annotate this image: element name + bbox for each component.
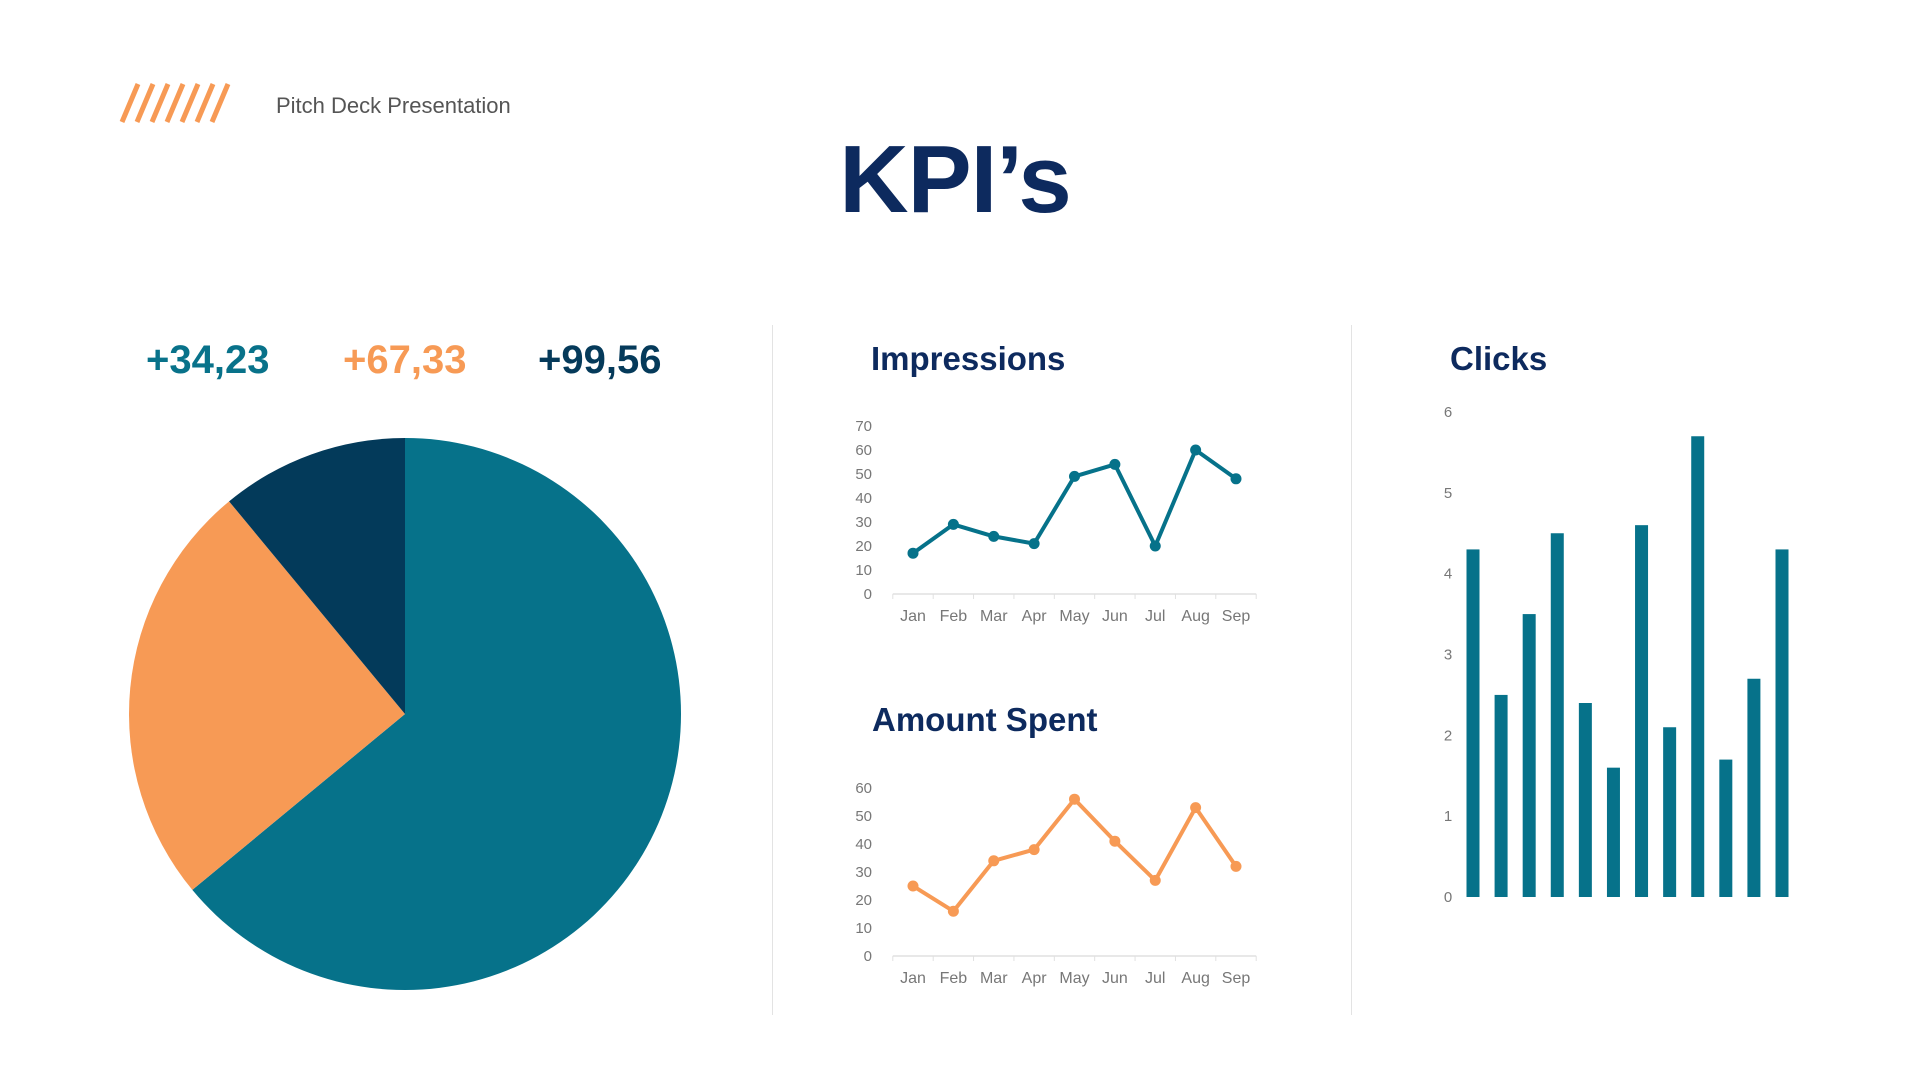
divider — [772, 325, 773, 1015]
x-tick-label: Aug — [1181, 608, 1209, 625]
x-tick-label: Jul — [1145, 608, 1165, 625]
impressions-title: Impressions — [871, 340, 1066, 377]
bar — [1466, 549, 1480, 897]
x-tick-label: Apr — [1022, 970, 1048, 987]
x-tick-label: Sep — [1222, 608, 1251, 625]
bar — [1663, 727, 1677, 897]
y-tick-label: 10 — [855, 920, 872, 937]
x-tick-label: Jun — [1102, 608, 1128, 625]
x-tick-label: Jun — [1102, 970, 1128, 987]
pie-slice-3 — [229, 438, 405, 714]
bar — [1635, 525, 1649, 897]
data-point — [1028, 538, 1040, 550]
data-point — [1069, 470, 1080, 482]
series-line — [911, 797, 1238, 914]
clicks-title: Clicks — [1450, 340, 1548, 377]
y-tick-label: 5 — [1444, 485, 1452, 502]
x-tick-label: May — [1059, 970, 1089, 987]
data-point — [1149, 540, 1161, 552]
diagonal-stripes-icon — [119, 83, 231, 123]
bar — [1606, 767, 1620, 897]
data-point — [1190, 444, 1202, 456]
y-tick-label: 30 — [855, 864, 872, 881]
y-tick-label: 0 — [864, 948, 872, 965]
data-point — [988, 855, 1000, 867]
data-point — [1230, 860, 1242, 872]
bar — [1522, 614, 1536, 897]
x-tick-label: Jan — [900, 608, 926, 625]
kpi-value-3: +99,56 — [538, 338, 662, 382]
y-tick-label: 40 — [855, 490, 872, 507]
pie-slice-1 — [192, 438, 681, 990]
kpi-value-1: +34,23 — [146, 338, 270, 382]
bar — [1494, 694, 1508, 897]
data-point — [1109, 458, 1121, 470]
data-point — [988, 530, 1000, 542]
presentation-subtitle: Pitch Deck Presentation — [276, 93, 511, 118]
data-point — [947, 518, 959, 530]
x-tick-label: Jan — [900, 970, 926, 987]
x-tick-label: Jul — [1145, 970, 1165, 987]
y-tick-label: 50 — [855, 808, 872, 825]
y-tick-label: 30 — [855, 514, 872, 531]
data-point — [907, 880, 919, 892]
y-tick-label: 70 — [855, 418, 872, 435]
data-point — [1028, 844, 1040, 856]
data-point — [1069, 793, 1080, 805]
y-tick-label: 2 — [1444, 727, 1452, 744]
data-point — [1109, 835, 1121, 847]
y-tick-label: 1 — [1444, 808, 1452, 825]
page-title: KPI’s — [839, 126, 1072, 233]
y-tick-label: 60 — [855, 780, 872, 797]
bar — [1578, 703, 1592, 897]
data-point — [1230, 473, 1242, 485]
bar — [1550, 533, 1564, 897]
y-tick-label: 10 — [855, 562, 872, 579]
y-tick-label: 20 — [855, 892, 872, 909]
x-tick-label: Feb — [940, 608, 968, 625]
y-tick-label: 0 — [864, 586, 872, 603]
divider — [1351, 325, 1352, 1015]
y-tick-label: 0 — [1444, 889, 1452, 906]
amount-spent-title: Amount Spent — [872, 701, 1098, 738]
data-point — [947, 905, 959, 917]
y-tick-label: 3 — [1444, 647, 1452, 664]
y-tick-label: 6 — [1444, 404, 1452, 421]
data-point — [1149, 874, 1161, 886]
x-tick-label: Sep — [1222, 970, 1251, 987]
x-tick-label: Aug — [1181, 970, 1209, 987]
y-tick-label: 60 — [855, 442, 872, 459]
x-tick-label: Apr — [1022, 608, 1048, 625]
y-tick-label: 4 — [1444, 566, 1452, 583]
series-line — [911, 448, 1238, 555]
data-point — [1190, 802, 1202, 814]
bar — [1691, 436, 1705, 897]
y-tick-label: 50 — [855, 466, 872, 483]
x-tick-label: Mar — [980, 970, 1008, 987]
y-tick-label: 40 — [855, 836, 872, 853]
bar — [1775, 549, 1789, 897]
bar — [1747, 678, 1761, 897]
y-tick-label: 20 — [855, 538, 872, 555]
kpi-value-2: +67,33 — [343, 338, 467, 382]
pie-slice-2 — [129, 501, 406, 890]
data-point — [907, 547, 919, 559]
x-tick-label: May — [1059, 608, 1089, 625]
x-tick-label: Feb — [940, 970, 968, 987]
x-tick-label: Mar — [980, 608, 1008, 625]
bar — [1719, 759, 1733, 897]
